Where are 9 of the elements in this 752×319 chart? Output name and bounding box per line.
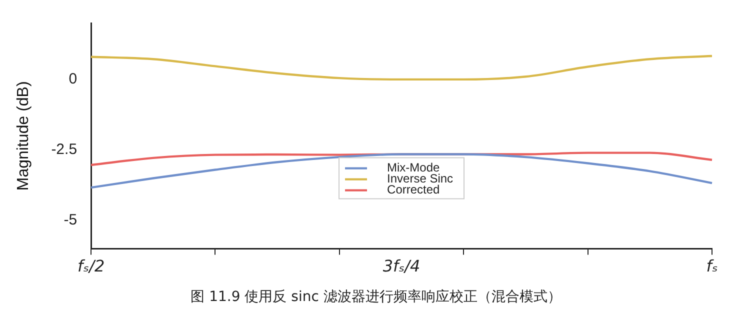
x-tick-label: 3fₛ/4 xyxy=(382,256,420,276)
caption: 图 11.9 使用反 sinc 滤波器进行频率响应校正（混合模式） xyxy=(190,288,562,306)
x-tick-label: fₛ xyxy=(706,256,718,276)
y-tick-label: -5 xyxy=(64,212,78,229)
line-series xyxy=(90,54,714,81)
y-tick-label: -2.5 xyxy=(51,141,78,158)
y-tick-label: 0 xyxy=(68,70,78,88)
y-axis-title: Magnitude (dB) xyxy=(15,81,32,191)
x-tick-label: fₛ/2 xyxy=(77,256,105,276)
